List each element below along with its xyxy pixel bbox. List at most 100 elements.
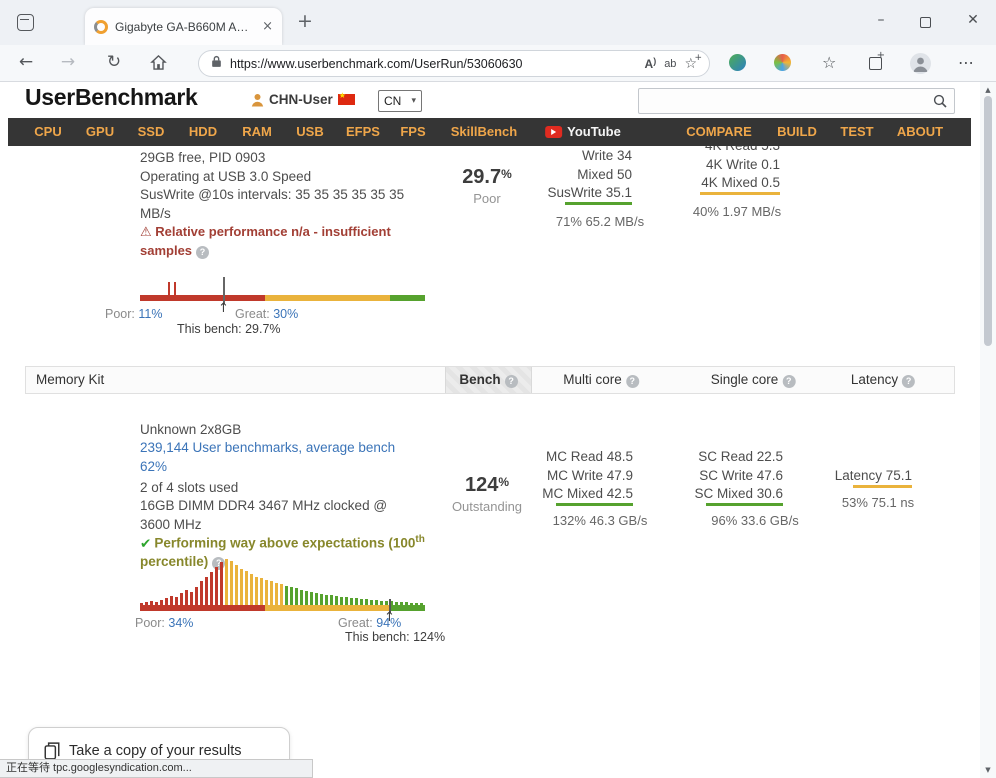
translate-icon[interactable]: ab: [664, 57, 677, 70]
user-chip[interactable]: CHN-User ★: [251, 91, 355, 107]
nav-item-efps[interactable]: EFPS: [346, 124, 380, 139]
nav-item-build[interactable]: BUILD: [777, 124, 817, 139]
histogram-bar: [310, 592, 313, 605]
usb-bench-label: Poor: [473, 191, 501, 206]
metric-row: 4K Write 0.1: [705, 156, 780, 172]
extension-icon[interactable]: [774, 54, 791, 71]
column-header-bench[interactable]: Bench?: [445, 367, 532, 393]
search-input[interactable]: [643, 90, 928, 112]
back-button[interactable]: ←: [18, 52, 34, 72]
scrollbar[interactable]: ▲ ▼: [980, 82, 996, 778]
copy-icon: [44, 742, 60, 760]
nav-item-youtube[interactable]: YouTube: [545, 118, 621, 146]
histogram-bar: [225, 559, 228, 605]
help-icon[interactable]: ?: [782, 375, 796, 388]
memory-benchmarks-link[interactable]: 239,144 User benchmarks, average bench 6…: [140, 440, 396, 474]
histogram-bar: [215, 567, 218, 605]
metric-row: MC Write 47.9: [546, 467, 633, 483]
histogram-bar: [285, 586, 288, 605]
nav-item-ram[interactable]: RAM: [242, 124, 272, 139]
histogram-bar: [200, 581, 203, 605]
histogram-bar: [170, 596, 173, 605]
histogram-bar: [370, 600, 373, 605]
histogram-bar: [160, 600, 163, 605]
collections-icon[interactable]: +: [869, 50, 885, 70]
histogram-bar: [175, 597, 178, 605]
nav-item-test[interactable]: TEST: [840, 124, 874, 139]
help-icon[interactable]: ?: [196, 245, 210, 259]
column-header-latency[interactable]: Latency?: [851, 367, 916, 393]
memory-performing: ✔ Performing way above expectations (100t…: [140, 534, 425, 570]
this-bench-arrow: ↑: [218, 301, 229, 316]
histogram-bar: [395, 602, 398, 605]
workspaces-icon[interactable]: [17, 14, 34, 31]
column-header-single-core[interactable]: Single core?: [711, 367, 796, 393]
usb-speed-line: Operating at USB 3.0 Speed: [140, 168, 312, 184]
histogram-bar: [400, 602, 403, 605]
nav-item-hdd[interactable]: HDD: [188, 124, 218, 139]
metric-row: MC Mixed 42.5: [542, 486, 633, 501]
help-icon[interactable]: ?: [902, 375, 916, 388]
browser-tab[interactable]: Gigabyte GA-B660M AORUS PRO ×: [85, 8, 282, 45]
bench-marker: [223, 277, 225, 304]
help-icon[interactable]: ?: [504, 375, 518, 388]
username: CHN-User: [269, 92, 333, 107]
tab-close-icon[interactable]: ×: [262, 19, 273, 34]
nav-item-skillbench[interactable]: SkillBench: [450, 124, 518, 139]
histogram-bar: [245, 571, 248, 605]
memory-range-bar: [140, 605, 425, 611]
read-aloud-icon[interactable]: A): [644, 56, 657, 71]
scroll-down-icon[interactable]: ▼: [985, 766, 991, 774]
settings-menu-icon[interactable]: ⋯: [958, 53, 974, 72]
nav-item-compare[interactable]: COMPARE: [686, 124, 752, 139]
search-icon[interactable]: [933, 94, 947, 113]
histogram-bar: [250, 574, 253, 605]
metric-row: SusWrite 35.1: [547, 185, 632, 200]
scroll-up-icon[interactable]: ▲: [985, 86, 991, 94]
histogram-bar: [280, 584, 283, 605]
histogram-bar: [275, 583, 278, 605]
histogram-bar: [190, 592, 193, 605]
nav-item-about[interactable]: ABOUT: [896, 124, 944, 139]
nav-item-usb[interactable]: USB: [296, 124, 324, 139]
histogram-bar: [260, 578, 263, 605]
language-select[interactable]: CN ▾: [378, 90, 422, 112]
nav-item-cpu[interactable]: CPU: [34, 124, 62, 139]
extension-icon[interactable]: [729, 54, 746, 71]
search-box: [638, 88, 955, 114]
refresh-button[interactable]: ↻: [106, 52, 122, 72]
metric-row: SC Read 22.5: [698, 449, 783, 464]
favorites-icon[interactable]: ☆: [822, 53, 837, 72]
histogram-bar: [305, 591, 308, 605]
chevron-down-icon: ▾: [411, 96, 416, 106]
usb-details: 29GB free, PID 0903 Operating at USB 3.0…: [140, 149, 425, 223]
profile-avatar[interactable]: [910, 53, 931, 74]
main-nav: CPU GPU SSD HDD RAM USB EFPS FPS SkillBe…: [8, 118, 971, 146]
help-icon[interactable]: ?: [625, 375, 639, 388]
nav-item-ssd[interactable]: SSD: [137, 124, 165, 139]
scrollbar-thumb[interactable]: [984, 96, 992, 346]
metric-row: 4K Mixed 0.5: [701, 175, 780, 190]
bench-marker: [389, 599, 391, 613]
browser-titlebar: Gigabyte GA-B660M AORUS PRO × + – ✕: [0, 0, 996, 45]
add-favorite-icon[interactable]: ☆ +: [684, 52, 702, 72]
histogram-bar: [390, 601, 393, 605]
minimize-button[interactable]: –: [877, 12, 885, 28]
new-tab-button[interactable]: +: [297, 10, 313, 32]
close-button[interactable]: ✕: [967, 12, 979, 28]
youtube-icon: [545, 126, 563, 138]
column-header-multi-core[interactable]: Multi core?: [563, 367, 639, 393]
site-logo[interactable]: UserBenchmark: [25, 84, 198, 110]
forward-button[interactable]: →: [60, 52, 76, 72]
tab-title: Gigabyte GA-B660M AORUS PRO: [115, 19, 255, 34]
latency-underline: [853, 485, 912, 488]
nav-item-gpu[interactable]: GPU: [85, 124, 115, 139]
url-text[interactable]: https://www.userbenchmark.com/UserRun/53…: [230, 56, 523, 71]
maximize-button[interactable]: [920, 17, 931, 28]
address-bar[interactable]: https://www.userbenchmark.com/UserRun/53…: [198, 50, 710, 77]
histogram-bar: [330, 595, 333, 605]
home-button[interactable]: [146, 54, 170, 76]
sample-marker: [168, 282, 170, 295]
nav-item-fps[interactable]: FPS: [400, 124, 426, 139]
histogram-bar: [290, 587, 293, 605]
